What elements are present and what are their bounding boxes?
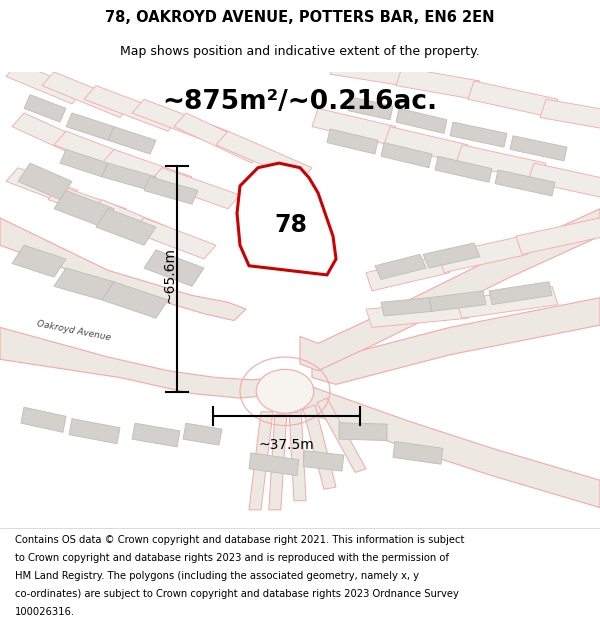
Polygon shape	[108, 127, 156, 154]
Circle shape	[256, 369, 314, 413]
Polygon shape	[18, 163, 72, 199]
Polygon shape	[312, 298, 600, 384]
Polygon shape	[348, 97, 393, 120]
Polygon shape	[396, 68, 480, 99]
Polygon shape	[48, 186, 126, 222]
Polygon shape	[90, 199, 168, 241]
Polygon shape	[327, 129, 378, 154]
Polygon shape	[289, 412, 306, 501]
Polygon shape	[132, 218, 216, 259]
Polygon shape	[174, 113, 264, 163]
Text: HM Land Registry. The polygons (including the associated geometry, namely x, y: HM Land Registry. The polygons (includin…	[15, 571, 419, 581]
Polygon shape	[54, 268, 114, 300]
Polygon shape	[312, 108, 396, 145]
Polygon shape	[468, 81, 558, 118]
Polygon shape	[423, 243, 480, 268]
Polygon shape	[132, 423, 180, 447]
Text: ~875m²/~0.216ac.: ~875m²/~0.216ac.	[163, 89, 437, 114]
Polygon shape	[456, 145, 546, 181]
Polygon shape	[384, 127, 468, 163]
Polygon shape	[144, 177, 198, 204]
Polygon shape	[132, 99, 228, 145]
Polygon shape	[54, 191, 114, 227]
Polygon shape	[317, 398, 366, 472]
Polygon shape	[456, 286, 558, 318]
Polygon shape	[183, 423, 222, 445]
Polygon shape	[6, 62, 84, 104]
Polygon shape	[528, 163, 600, 199]
Polygon shape	[54, 131, 138, 173]
Polygon shape	[237, 163, 336, 275]
Polygon shape	[381, 142, 432, 168]
Text: co-ordinates) are subject to Crown copyright and database rights 2023 Ordnance S: co-ordinates) are subject to Crown copyr…	[15, 589, 459, 599]
Polygon shape	[21, 408, 66, 432]
Polygon shape	[96, 209, 156, 245]
Text: 78: 78	[275, 213, 308, 237]
Polygon shape	[393, 441, 443, 464]
Polygon shape	[150, 168, 240, 209]
Polygon shape	[102, 149, 192, 191]
Polygon shape	[60, 149, 108, 177]
Polygon shape	[435, 156, 492, 182]
Polygon shape	[69, 419, 120, 444]
Polygon shape	[429, 291, 486, 311]
Text: ~65.6m: ~65.6m	[163, 247, 177, 302]
Polygon shape	[330, 58, 408, 86]
Polygon shape	[495, 170, 555, 196]
Polygon shape	[339, 422, 387, 441]
Polygon shape	[450, 122, 507, 147]
Polygon shape	[303, 451, 344, 471]
Polygon shape	[366, 300, 468, 328]
Polygon shape	[249, 412, 273, 510]
Polygon shape	[249, 453, 299, 476]
Polygon shape	[12, 113, 84, 154]
Text: ~37.5m: ~37.5m	[259, 438, 314, 452]
Polygon shape	[540, 99, 600, 131]
Polygon shape	[381, 298, 432, 316]
Polygon shape	[0, 328, 276, 398]
Polygon shape	[516, 218, 600, 254]
Text: 78, OAKROYD AVENUE, POTTERS BAR, EN6 2EN: 78, OAKROYD AVENUE, POTTERS BAR, EN6 2EN	[105, 11, 495, 26]
Polygon shape	[366, 254, 450, 291]
Polygon shape	[438, 236, 528, 272]
Polygon shape	[269, 414, 287, 510]
Polygon shape	[510, 136, 567, 161]
Text: Map shows position and indicative extent of the property.: Map shows position and indicative extent…	[120, 45, 480, 58]
Polygon shape	[216, 131, 312, 181]
Text: Contains OS data © Crown copyright and database right 2021. This information is : Contains OS data © Crown copyright and d…	[15, 535, 464, 545]
Polygon shape	[102, 163, 156, 191]
Polygon shape	[144, 250, 204, 286]
Polygon shape	[66, 113, 114, 140]
Polygon shape	[84, 86, 180, 131]
Text: to Crown copyright and database rights 2023 and is reproduced with the permissio: to Crown copyright and database rights 2…	[15, 553, 449, 563]
Polygon shape	[102, 282, 168, 318]
Polygon shape	[489, 282, 552, 304]
Polygon shape	[6, 168, 78, 204]
Polygon shape	[303, 405, 336, 489]
Text: 100026316.: 100026316.	[15, 607, 75, 617]
Polygon shape	[300, 209, 600, 371]
Polygon shape	[396, 108, 447, 134]
Text: Oakroyd Avenue: Oakroyd Avenue	[36, 319, 112, 342]
Polygon shape	[42, 72, 132, 118]
Polygon shape	[0, 218, 246, 321]
Polygon shape	[375, 254, 426, 279]
Polygon shape	[300, 382, 600, 508]
Polygon shape	[12, 245, 66, 278]
Polygon shape	[24, 94, 66, 122]
